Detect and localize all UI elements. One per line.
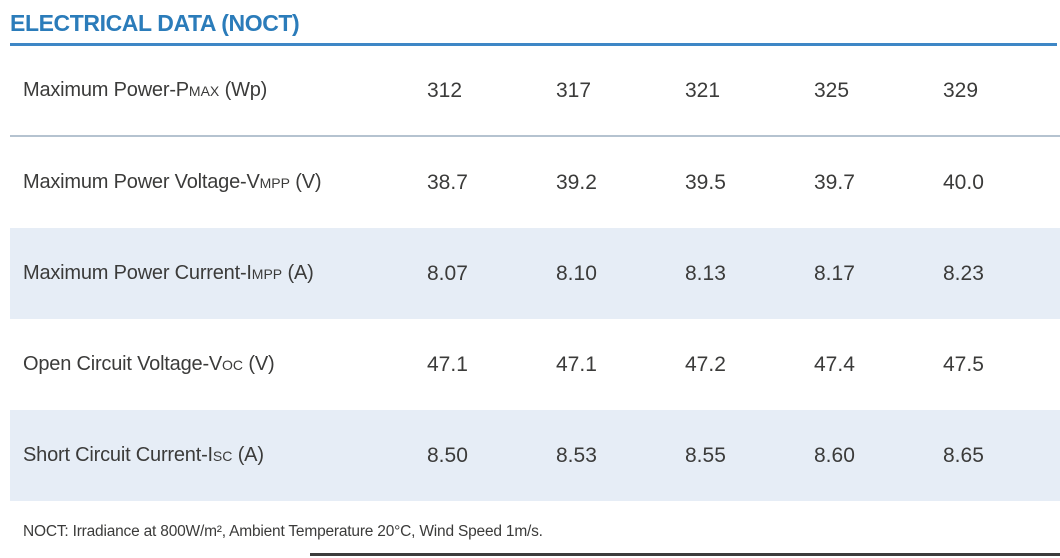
value-cell: 47.1 [556, 352, 597, 376]
value-cell: 312 [427, 78, 463, 102]
row-label-text: Maximum Power Voltage-V [23, 171, 260, 193]
row-label-subscript: MPP [251, 266, 283, 282]
table-row-pmax: Maximum Power-PMAX (Wp) 312 317 321 325 … [10, 46, 1060, 137]
row-label-text: Maximum Power-P [23, 79, 189, 101]
row-label-text: Open Circuit Voltage-V [23, 353, 223, 375]
row-label: Maximum Power-PMAX (Wp) [23, 79, 413, 102]
value-cell: 47.4 [814, 352, 855, 376]
row-label: Maximum Power Voltage-VMPP (V) [23, 171, 413, 194]
row-label-unit: (V) [289, 171, 322, 193]
value-cell: 47.1 [427, 352, 468, 376]
value-cell: 317 [556, 78, 592, 102]
row-label-unit: (A) [282, 262, 314, 284]
row-label: Short Circuit Current-ISC (A) [23, 444, 413, 467]
electrical-data-noct-table: Maximum Power-PMAX (Wp) 312 317 321 325 … [10, 46, 1060, 501]
row-label-subscript: MPP [259, 175, 290, 191]
row-label-subscript: OC [222, 357, 244, 373]
value-cell: 325 [814, 78, 850, 102]
value-cell: 47.5 [943, 352, 984, 376]
table-row-vmpp: Maximum Power Voltage-VMPP (V) 38.7 39.2… [10, 137, 1060, 228]
value-cell: 8.50 [427, 443, 468, 467]
value-cell: 38.7 [427, 170, 468, 194]
row-label-unit: (A) [232, 444, 264, 466]
section-title: ELECTRICAL DATA (NOCT) [10, 10, 300, 36]
value-cell: 8.17 [814, 261, 855, 285]
value-cell: 8.13 [685, 261, 726, 285]
row-label-text: Short Circuit Current-I [23, 444, 213, 466]
row-label-subscript: SC [212, 448, 233, 464]
value-cell: 8.07 [427, 261, 468, 285]
value-cell: 39.2 [556, 170, 597, 194]
row-label-unit: (V) [243, 353, 275, 375]
noct-footnote: NOCT: Irradiance at 800W/m², Ambient Tem… [23, 523, 543, 540]
value-cell: 39.7 [814, 170, 855, 194]
value-cell: 8.23 [943, 261, 984, 285]
next-section-divider [310, 553, 1060, 556]
value-cell: 39.5 [685, 170, 726, 194]
row-label: Maximum Power Current-IMPP (A) [23, 262, 413, 285]
value-cell: 329 [943, 78, 979, 102]
value-cell: 8.65 [943, 443, 984, 467]
table-row-isc: Short Circuit Current-ISC (A) 8.50 8.53 … [10, 410, 1060, 501]
value-cell: 8.55 [685, 443, 726, 467]
value-cell: 47.2 [685, 352, 726, 376]
title-underline [10, 43, 1057, 46]
table-row-voc: Open Circuit Voltage-VOC (V) 47.1 47.1 4… [10, 319, 1060, 410]
value-cell: 8.10 [556, 261, 597, 285]
row-label: Open Circuit Voltage-VOC (V) [23, 353, 413, 376]
value-cell: 8.60 [814, 443, 855, 467]
value-cell: 321 [685, 78, 721, 102]
row-label-unit: (Wp) [219, 79, 268, 101]
value-cell: 8.53 [556, 443, 597, 467]
row-label-subscript: MAX [188, 83, 220, 99]
value-cell: 40.0 [943, 170, 984, 194]
table-row-impp: Maximum Power Current-IMPP (A) 8.07 8.10… [10, 228, 1060, 319]
row-label-text: Maximum Power Current-I [23, 262, 252, 284]
